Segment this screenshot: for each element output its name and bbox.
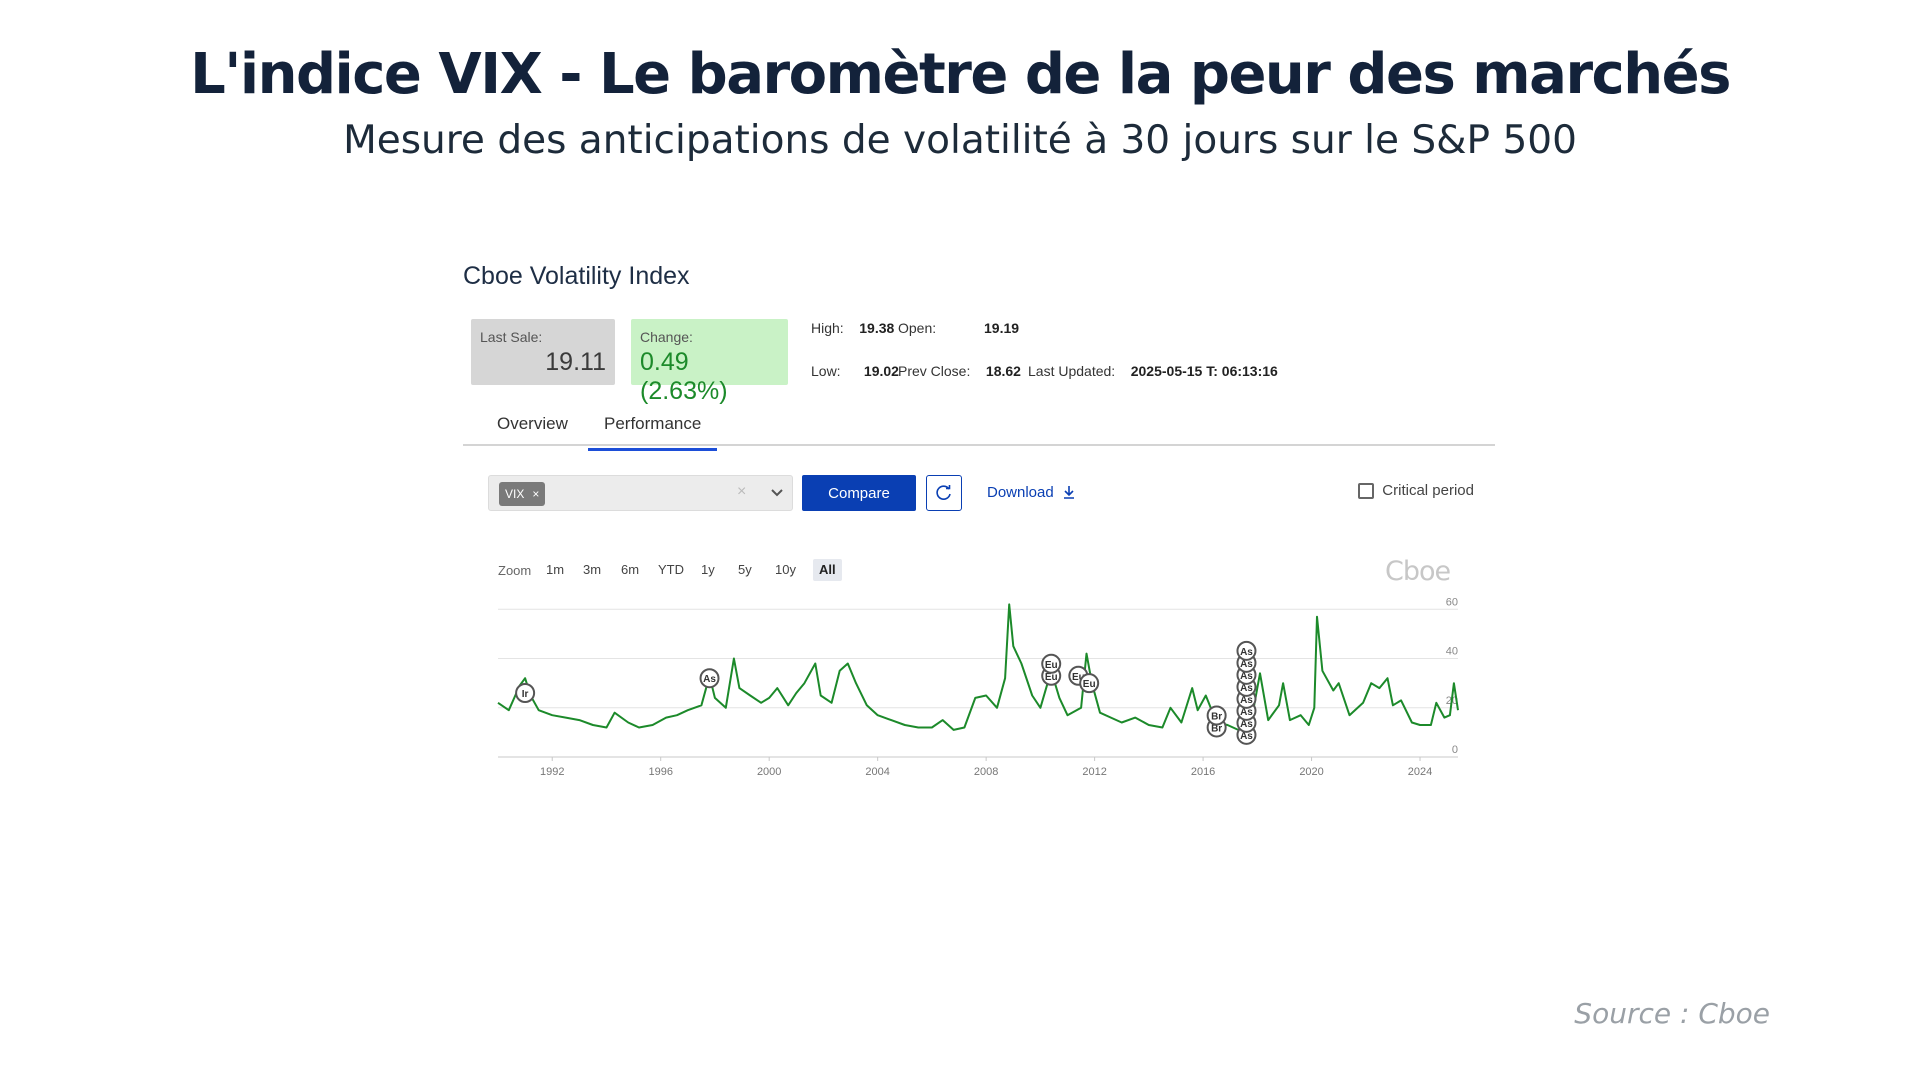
zoom-3m-button[interactable]: 3m	[583, 562, 602, 577]
last-updated-stat: Last Updated: 2025-05-15 T: 06:13:16	[1028, 363, 1278, 379]
flag-label-13: As	[1240, 671, 1253, 682]
refresh-icon	[936, 485, 951, 500]
flag-label-0: Ir	[522, 689, 529, 700]
zoom-6m-button[interactable]: 6m	[621, 562, 640, 577]
low-stat: Low: 19.02	[811, 363, 899, 379]
last-sale-value: 19.11	[545, 348, 606, 376]
x-tick-label-2004: 2004	[865, 766, 889, 778]
x-tick-label-1992: 1992	[540, 766, 564, 778]
flag-label-15: As	[1240, 647, 1253, 658]
zoom-5y-button[interactable]: 5y	[738, 562, 752, 577]
flag-label-12: As	[1240, 683, 1253, 694]
flag-marker-0	[515, 683, 536, 703]
x-tick-label-1996: 1996	[648, 766, 672, 778]
flag-label-6: Br	[1211, 723, 1222, 734]
x-tick-label-2012: 2012	[1082, 766, 1106, 778]
change-value: 0.49 (2.63%)	[640, 348, 728, 405]
high-label: High:	[811, 320, 844, 336]
symbol-chip: VIX ×	[499, 482, 546, 506]
zoom-1y-button[interactable]: 1y	[701, 562, 715, 577]
high-value: 19.38	[859, 320, 895, 336]
widget-title: Cboe Volatility Index	[463, 262, 690, 290]
flag-label-9: As	[1240, 719, 1253, 730]
change-box: Change: 0.49 (2.63%)	[631, 319, 788, 405]
controls-row: VIX × × Compare Download Critical period	[488, 475, 1488, 515]
symbol-select[interactable]: VIX × ×	[488, 475, 793, 511]
zoom-all-button[interactable]: All	[813, 559, 842, 581]
change-label: Change:	[640, 329, 693, 345]
open-value-stat: 19.19	[984, 320, 1019, 336]
flag-marker-7	[1206, 705, 1227, 726]
x-tick-label-2008: 2008	[974, 766, 998, 778]
cboe-logo: Cboe	[1385, 556, 1451, 587]
last-updated-value: 2025-05-15 T: 06:13:16	[1130, 363, 1278, 379]
flag-label-7: Br	[1211, 711, 1222, 722]
flag-marker-15	[1236, 640, 1257, 661]
y-tick-label-60: 60	[1446, 596, 1458, 608]
source-note: Source : Cboe	[1574, 997, 1770, 1030]
last-sale-box: Last Sale: 19.11	[471, 319, 615, 385]
flag-label-4: Eu	[1072, 672, 1085, 683]
critical-period-checkbox[interactable]	[1358, 483, 1375, 499]
vix-widget: Cboe Volatility Index Last Sale: 19.11 C…	[463, 262, 1495, 832]
x-tick-label-2000: 2000	[757, 766, 781, 778]
tab-overview[interactable]: Overview	[497, 414, 568, 433]
open-label: Open:	[898, 320, 937, 336]
refresh-button[interactable]	[926, 475, 962, 511]
flag-label-3: Eu	[1045, 660, 1058, 671]
chip-remove-icon[interactable]: ×	[532, 487, 540, 501]
x-tick-label-2020: 2020	[1299, 766, 1323, 778]
flag-marker-1	[699, 668, 720, 689]
zoom-10y-button[interactable]: 10y	[775, 562, 796, 577]
flag-marker-5	[1079, 673, 1100, 694]
clear-icon[interactable]: ×	[737, 483, 747, 500]
zoom-ytd-button[interactable]: YTD	[658, 562, 684, 577]
x-tick-label-2024: 2024	[1408, 766, 1432, 778]
last-updated-label: Last Updated:	[1028, 363, 1116, 379]
tab-performance[interactable]: Performance	[588, 414, 718, 451]
flag-label-2: Eu	[1045, 672, 1058, 683]
prev-close-label: Prev Close:	[898, 363, 971, 379]
flag-label-8: As	[1240, 731, 1253, 742]
flag-label-5: Eu	[1083, 679, 1096, 690]
chevron-down-icon[interactable]	[767, 482, 787, 502]
chip-label: VIX	[505, 487, 525, 501]
open-stat: Open:	[898, 320, 936, 336]
tab-bar: Overview Performance	[463, 404, 1495, 451]
download-icon	[1063, 486, 1074, 499]
download-link[interactable]: Download	[987, 484, 1076, 501]
y-tick-label-40: 40	[1446, 646, 1458, 658]
prev-close-value: 18.62	[985, 363, 1021, 379]
series-line-vix	[497, 603, 1459, 734]
flag-marker-3	[1041, 653, 1062, 674]
slide-subtitle: Mesure des anticipations de volatilité à…	[343, 118, 1577, 163]
last-sale-label: Last Sale:	[480, 329, 543, 345]
download-label: Download	[987, 484, 1054, 501]
critical-period-label: Critical period	[1382, 482, 1474, 499]
open-value: 19.19	[984, 320, 1020, 336]
flag-label-14: As	[1240, 659, 1253, 670]
low-value: 19.02	[863, 363, 899, 379]
flag-label-1: As	[703, 674, 716, 685]
zoom-1m-button[interactable]: 1m	[546, 562, 565, 577]
slide-title: L'indice VIX - Le baromètre de la peur d…	[190, 42, 1731, 107]
flag-label-11: As	[1240, 695, 1253, 706]
high-stat: High: 19.38	[811, 320, 894, 336]
y-tick-label-0: 0	[1452, 744, 1458, 756]
flag-label-10: As	[1240, 707, 1253, 718]
critical-period-toggle[interactable]: Critical period	[1358, 482, 1474, 499]
compare-button[interactable]: Compare	[802, 475, 916, 511]
x-tick-label-2016: 2016	[1191, 766, 1215, 778]
low-label: Low:	[811, 363, 841, 379]
prev-close-stat: Prev Close: 18.62	[898, 363, 1021, 379]
zoom-label: Zoom	[498, 563, 532, 578]
